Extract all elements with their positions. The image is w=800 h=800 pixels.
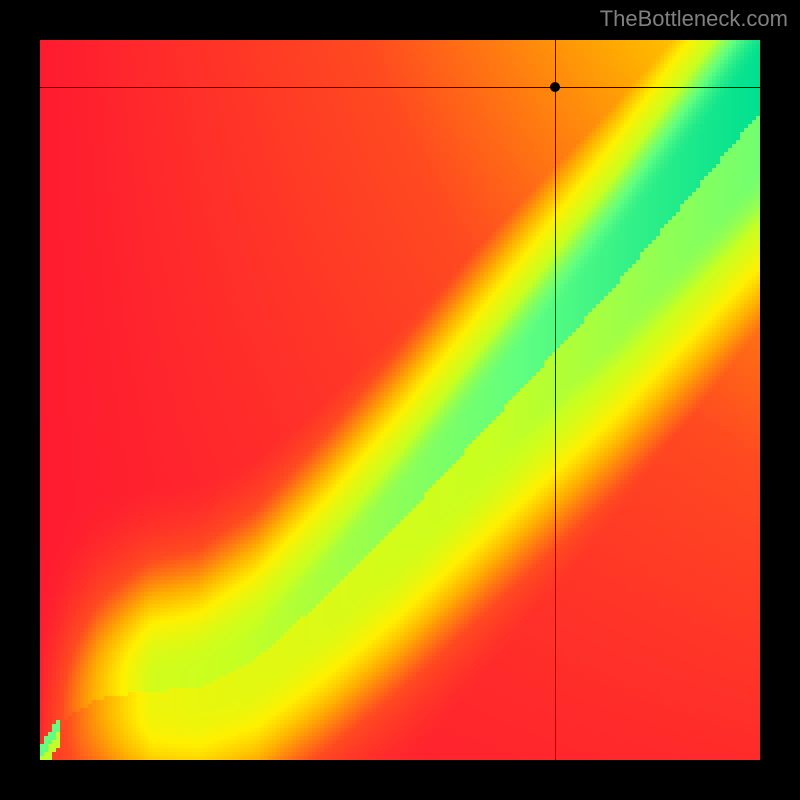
watermark-text: TheBottleneck.com <box>600 6 788 32</box>
chart-container: TheBottleneck.com <box>0 0 800 800</box>
heatmap-canvas <box>40 40 760 760</box>
crosshair-vertical <box>555 40 556 760</box>
crosshair-horizontal <box>40 87 760 88</box>
crosshair-marker <box>550 82 560 92</box>
plot-area <box>40 40 760 760</box>
